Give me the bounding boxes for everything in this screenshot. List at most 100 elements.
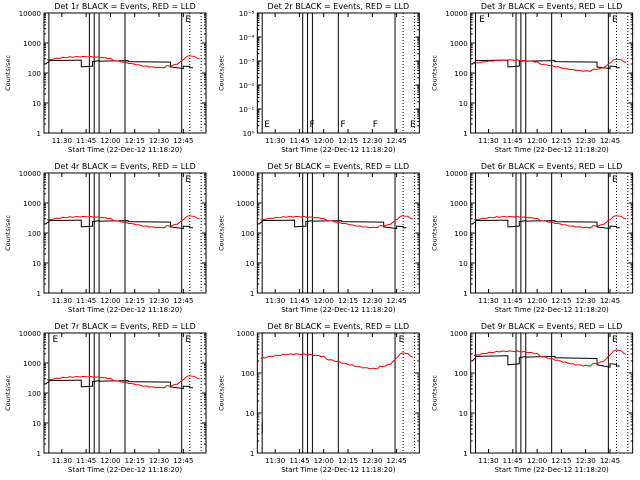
x-axis-label: Start Time (22-Dec-12 11:18:20) xyxy=(281,146,395,154)
detector-panel: Det 5r BLACK = Events, RED = LLD 1 10 100 10… xyxy=(217,162,420,314)
panel-title: Det 3r BLACK = Events, RED = LLD xyxy=(481,2,623,11)
x-axis-label: Start Time (22-Dec-12 11:18:20) xyxy=(68,146,182,154)
x-tick-label: 11:45 xyxy=(503,297,523,305)
x-tick-label: 12:15 xyxy=(551,297,571,305)
y-tick-label: 1000 xyxy=(237,330,255,338)
y-tick-label: 10⁻³ xyxy=(239,58,255,66)
lld-series-line xyxy=(47,375,200,389)
x-tick-label: 12:45 xyxy=(173,297,193,305)
y-tick-label: 10 xyxy=(459,100,468,108)
y-axis-label: Counts/sec xyxy=(217,215,225,251)
y-tick-label: 10⁻⁵ xyxy=(239,10,255,18)
x-tick-label: 12:00 xyxy=(100,137,120,145)
detector-panel: Det 9r BLACK = Events, RED = LLD 1 10 100 10… xyxy=(431,322,634,474)
y-tick-label: 10⁰ xyxy=(243,130,255,138)
x-tick-label: 11:45 xyxy=(289,297,309,305)
x-tick-label: 12:00 xyxy=(527,137,547,145)
y-tick-label: 10 xyxy=(32,100,41,108)
x-tick-label: 11:45 xyxy=(503,137,523,145)
x-tick-label: 11:30 xyxy=(265,457,285,465)
y-tick-label: 1000 xyxy=(450,330,468,338)
detector-panel: Det 8r BLACK = Events, RED = LLD 1 10 100 10… xyxy=(217,322,420,474)
panel-title: Det 9r BLACK = Events, RED = LLD xyxy=(481,322,623,331)
y-tick-label: 10000 xyxy=(232,170,254,178)
x-tick-label: 12:15 xyxy=(338,297,358,305)
y-tick-label: 100 xyxy=(241,370,254,378)
y-tick-label: 1 xyxy=(37,290,41,298)
x-tick-label: 11:45 xyxy=(76,457,96,465)
y-tick-label: 1 xyxy=(37,130,41,138)
x-tick-label: 12:00 xyxy=(314,137,334,145)
detector-panel: Det 1r BLACK = Events, RED = LLD 1 10 100 10… xyxy=(4,2,207,154)
x-tick-label: 12:45 xyxy=(387,457,407,465)
annotation-letter: E xyxy=(479,15,485,25)
y-tick-label: 10 xyxy=(245,260,254,268)
annotation-letter: E xyxy=(185,15,191,25)
y-tick-label: 10 xyxy=(32,260,41,268)
y-tick-label: 100 xyxy=(28,390,41,398)
x-axis-label: Start Time (22-Dec-12 11:18:20) xyxy=(68,466,182,474)
x-axis-label: Start Time (22-Dec-12 11:18:20) xyxy=(495,466,609,474)
y-tick-label: 1000 xyxy=(450,200,468,208)
y-tick-label: 100 xyxy=(28,70,41,78)
x-tick-label: 12:30 xyxy=(149,137,169,145)
detector-panel: Det 4r BLACK = Events, RED = LLD 1 10 100 10… xyxy=(4,162,207,314)
y-tick-label: 10000 xyxy=(445,170,467,178)
x-tick-label: 12:30 xyxy=(576,297,596,305)
lld-series-line xyxy=(473,349,627,367)
y-tick-label: 1 xyxy=(250,450,254,458)
y-axis-label: Counts/sec xyxy=(4,215,12,251)
y-tick-label: 1 xyxy=(463,130,467,138)
y-tick-label: 1 xyxy=(463,290,467,298)
x-tick-label: 12:30 xyxy=(576,137,596,145)
x-axis-label: Start Time (22-Dec-12 11:18:20) xyxy=(281,466,395,474)
detector-panel: Det 7r BLACK = Events, RED = LLD 1 10 100 10… xyxy=(4,322,207,474)
annotation-letter: E xyxy=(264,120,270,130)
y-tick-label: 1 xyxy=(250,290,254,298)
annotation-letter: E xyxy=(185,175,191,185)
y-tick-label: 10⁻¹ xyxy=(239,106,255,114)
lld-series-line xyxy=(47,215,200,229)
y-tick-label: 10000 xyxy=(445,10,467,18)
y-tick-label: 100 xyxy=(454,370,467,378)
x-tick-label: 12:00 xyxy=(314,457,334,465)
x-tick-label: 12:30 xyxy=(576,457,596,465)
x-tick-label: 12:00 xyxy=(100,457,120,465)
y-axis-label: Counts/sec xyxy=(431,375,439,411)
x-tick-label: 12:30 xyxy=(362,137,382,145)
panel-title: Det 1r BLACK = Events, RED = LLD xyxy=(54,2,196,11)
x-tick-label: 12:30 xyxy=(362,457,382,465)
y-tick-label: 1000 xyxy=(23,360,41,368)
annotation-letter: E xyxy=(185,335,191,345)
y-tick-label: 100 xyxy=(454,230,467,238)
y-tick-label: 1000 xyxy=(23,40,41,48)
annotation-letter: E xyxy=(612,15,618,25)
x-tick-label: 11:30 xyxy=(478,297,498,305)
x-tick-label: 11:30 xyxy=(265,137,285,145)
x-tick-label: 12:15 xyxy=(338,137,358,145)
y-axis-label: Counts/sec xyxy=(217,55,225,91)
annotation-letter: E xyxy=(612,335,618,345)
x-axis-label: Start Time (22-Dec-12 11:18:20) xyxy=(68,306,182,314)
x-tick-label: 11:30 xyxy=(265,297,285,305)
y-tick-label: 1000 xyxy=(450,40,468,48)
y-axis-label: Counts/sec xyxy=(4,55,12,91)
y-tick-label: 10 xyxy=(459,410,468,418)
panel-title: Det 2r BLACK = Events, RED = LLD xyxy=(268,2,410,11)
x-tick-label: 12:00 xyxy=(100,297,120,305)
y-axis-label: Counts/sec xyxy=(431,55,439,91)
annotation-letter: E xyxy=(410,120,416,130)
y-axis-label: Counts/sec xyxy=(217,375,225,411)
y-tick-label: 100 xyxy=(241,230,254,238)
y-tick-label: 10 xyxy=(245,410,254,418)
y-tick-label: 1000 xyxy=(23,200,41,208)
x-tick-label: 12:45 xyxy=(600,297,620,305)
x-tick-label: 12:15 xyxy=(125,457,145,465)
x-tick-label: 12:00 xyxy=(527,457,547,465)
y-tick-label: 10 xyxy=(32,420,41,428)
x-tick-label: 11:30 xyxy=(52,297,72,305)
y-tick-label: 10000 xyxy=(19,170,41,178)
x-tick-label: 12:30 xyxy=(149,457,169,465)
x-axis-label: Start Time (22-Dec-12 11:18:20) xyxy=(281,306,395,314)
x-tick-label: 11:45 xyxy=(289,137,309,145)
